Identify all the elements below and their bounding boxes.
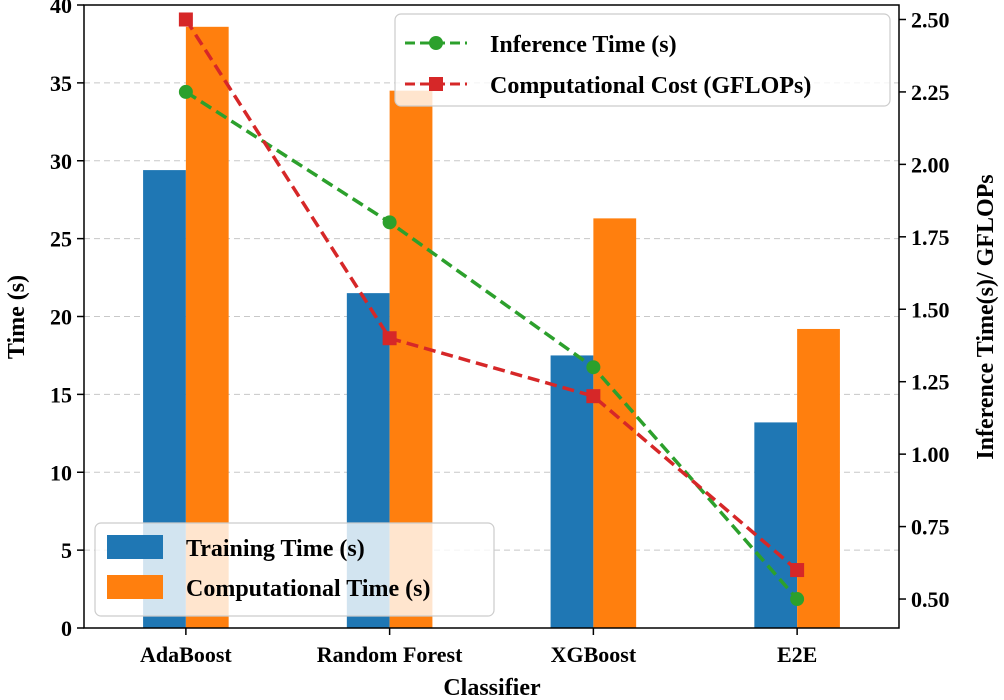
left-tick-label: 40: [50, 0, 72, 18]
bar-training: [754, 422, 798, 628]
right-tick-label: 1.50: [911, 297, 950, 322]
right-tick-label: 1.75: [911, 225, 950, 250]
right-tick-label: 1.25: [911, 370, 950, 395]
point-inference: [586, 360, 601, 375]
right-axis-title: Inference Time(s)/ GFLOPs: [973, 174, 999, 459]
point-inference: [382, 215, 397, 230]
x-axis-title: Classifier: [443, 675, 541, 700]
left-tick-label: 30: [50, 149, 72, 174]
bar-computational: [593, 218, 637, 628]
right-axis-ticks: 0.50 0.75 1.00 1.25 1.50 1.75 2.00 2.25 2.50: [899, 7, 950, 612]
point-cost: [790, 563, 805, 578]
line-series: [178, 12, 805, 607]
bar-training: [550, 355, 594, 628]
right-tick-label: 2.00: [911, 152, 950, 177]
point-cost: [586, 389, 601, 404]
x-tick-label: Random Forest: [317, 642, 463, 667]
legend-swatch-inference-marker: [429, 36, 443, 50]
right-tick-label: 0.75: [911, 515, 950, 540]
x-axis-ticks: AdaBoost Random Forest XGBoost E2E: [140, 628, 817, 667]
left-tick-label: 5: [61, 538, 72, 563]
legend-swatch-computational: [107, 575, 163, 599]
legend-label-computational: Computational Time (s): [186, 576, 430, 602]
legend-swatch-training: [107, 535, 163, 559]
legend-swatch-cost-marker: [429, 77, 443, 91]
legend-label-cost: Computational Cost (GFLOPs): [490, 73, 811, 99]
left-axis-title: Time (s): [4, 275, 30, 359]
left-tick-label: 25: [50, 227, 72, 252]
left-tick-label: 15: [50, 382, 72, 407]
right-tick-label: 2.50: [911, 7, 950, 32]
legend-label-inference: Inference Time (s): [490, 32, 677, 58]
line-legend-box: [394, 13, 891, 107]
line-inference: [184, 90, 799, 601]
bar-legend: Training Time (s) Computational Time (s): [94, 522, 495, 617]
x-tick-label: E2E: [777, 642, 817, 667]
left-axis-ticks: 0 5 10 15 20 25 30 35 40: [50, 0, 84, 641]
bar-computational: [797, 328, 840, 628]
right-tick-label: 0.50: [911, 587, 950, 612]
legend-label-training: Training Time (s): [186, 536, 365, 562]
left-tick-label: 20: [50, 305, 72, 330]
bar-legend-box: [94, 522, 495, 617]
line-legend: Inference Time (s) Computational Cost (G…: [394, 13, 891, 107]
x-tick-label: AdaBoost: [140, 642, 232, 667]
left-tick-label: 10: [50, 460, 72, 485]
x-tick-label: XGBoost: [551, 642, 637, 667]
right-tick-label: 2.25: [911, 80, 950, 105]
point-inference: [178, 84, 193, 99]
right-tick-label: 1.00: [911, 442, 950, 467]
left-tick-label: 0: [61, 616, 72, 641]
left-tick-label: 35: [50, 71, 72, 96]
point-cost: [178, 12, 193, 27]
line-cost: [184, 18, 799, 572]
point-cost: [382, 331, 397, 346]
point-inference: [790, 592, 805, 607]
